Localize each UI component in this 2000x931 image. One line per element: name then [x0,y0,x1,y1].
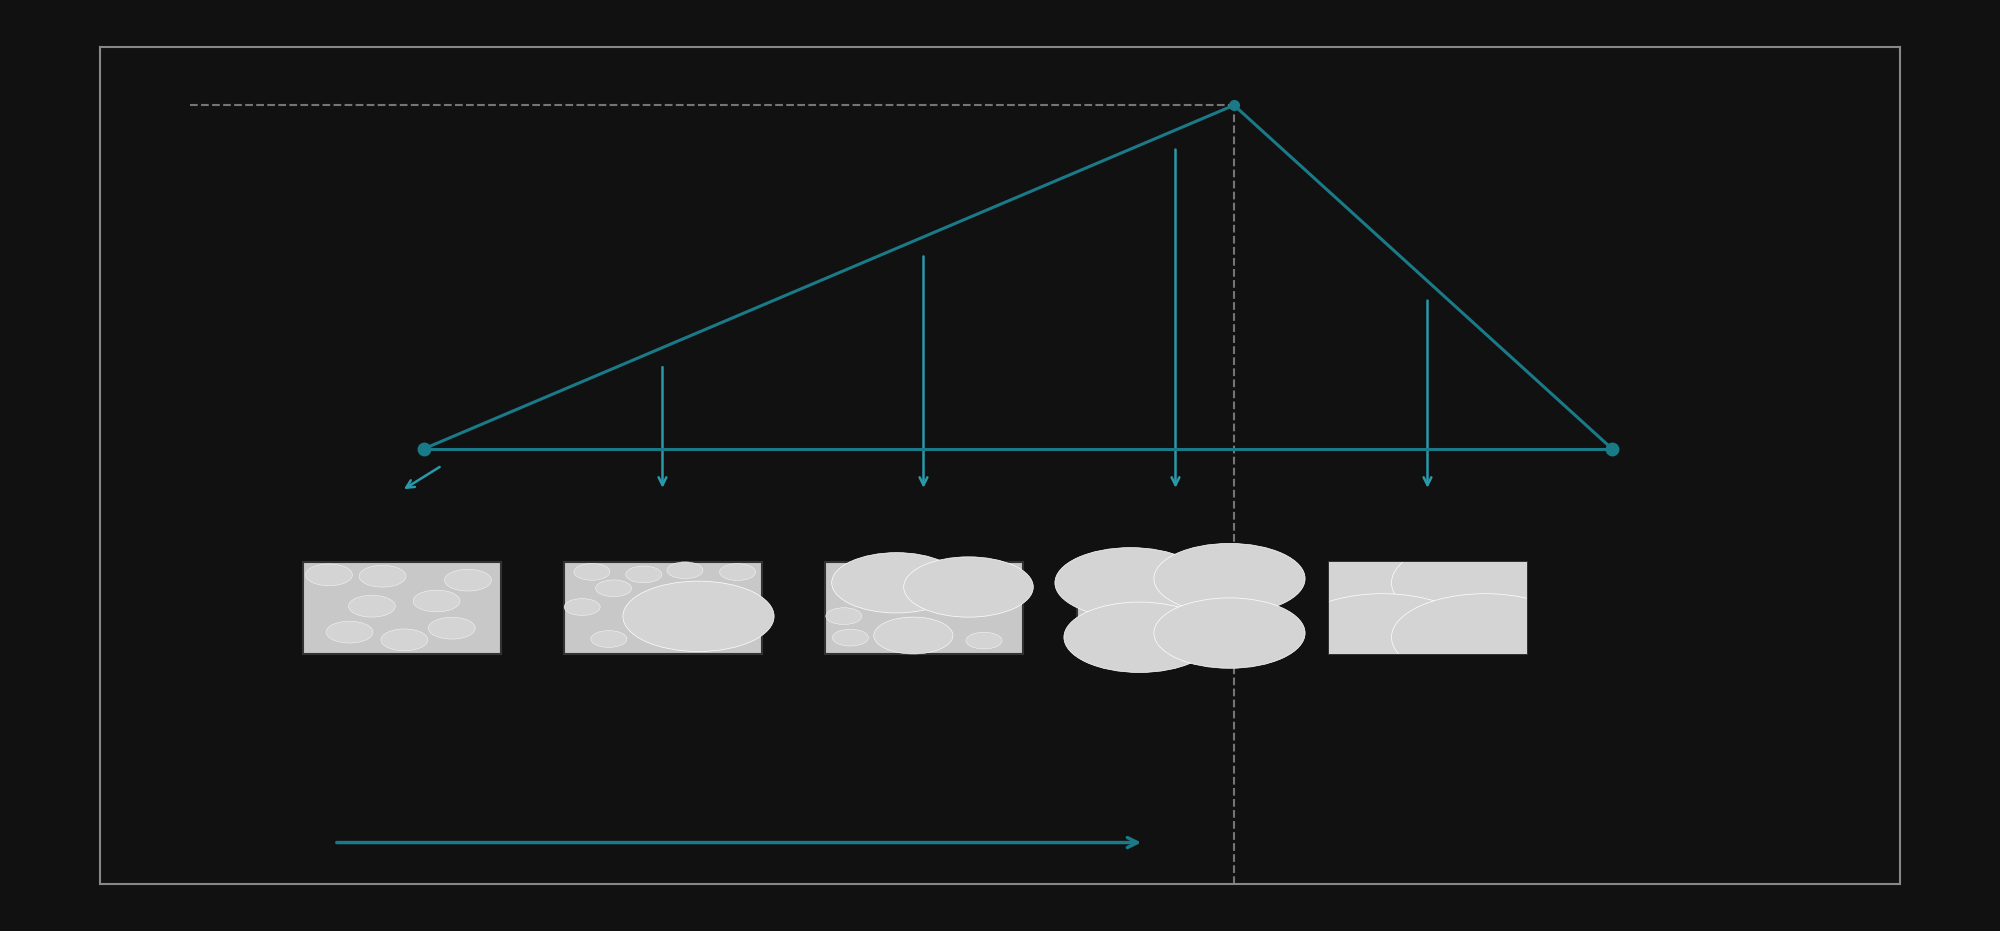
Circle shape [380,629,428,651]
Circle shape [326,621,372,643]
Circle shape [348,595,396,617]
Circle shape [360,565,406,587]
Circle shape [1392,539,1578,627]
Circle shape [444,569,492,591]
Circle shape [832,629,868,646]
Circle shape [1288,594,1476,681]
Bar [1076,561,1274,654]
Circle shape [306,564,352,586]
Bar [302,561,500,654]
Circle shape [904,557,1034,617]
Circle shape [626,566,662,583]
Circle shape [574,563,610,580]
Circle shape [596,580,632,597]
Circle shape [1392,594,1578,681]
Circle shape [666,562,702,579]
Circle shape [1288,539,1476,627]
Circle shape [564,599,600,615]
Bar [564,561,762,654]
Circle shape [1064,602,1216,672]
Circle shape [966,632,1002,649]
Circle shape [720,563,756,580]
Circle shape [832,553,962,613]
Circle shape [874,617,952,654]
Circle shape [428,617,476,639]
Circle shape [1054,547,1206,618]
Circle shape [414,590,460,612]
Circle shape [1154,544,1306,614]
Bar [1328,561,1526,654]
Circle shape [590,630,626,647]
Circle shape [1154,598,1306,668]
Circle shape [622,581,774,652]
Bar [824,561,1022,654]
Circle shape [826,608,862,625]
